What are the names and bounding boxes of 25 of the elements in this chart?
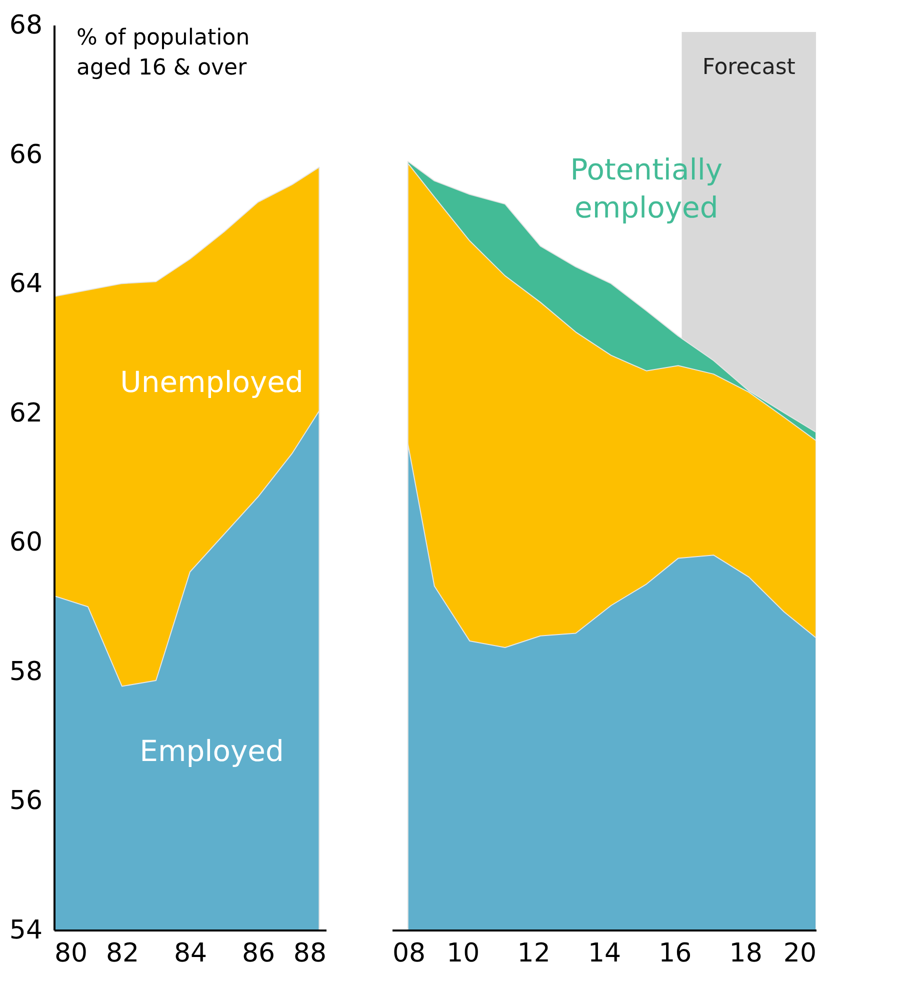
x-tick-label: 08 <box>392 938 426 968</box>
x-tick-label: 16 <box>658 938 692 968</box>
x-tick-label: 80 <box>54 938 88 968</box>
x-tick-label: 14 <box>588 938 622 968</box>
y-tick-label: 54 <box>9 916 42 946</box>
series-label: Employed <box>140 734 284 768</box>
x-tick-label: 20 <box>783 938 816 968</box>
y-tick-label: 62 <box>9 398 42 428</box>
x-tick-label: 10 <box>446 938 480 968</box>
y-tick-label: 60 <box>9 528 42 558</box>
x-tick-label: 86 <box>242 938 276 968</box>
y-tick-label: 66 <box>9 140 42 170</box>
series-label: Potentially employed <box>570 152 723 225</box>
series-label: Unemployed <box>120 365 304 400</box>
y-tick-label: 56 <box>9 786 42 816</box>
x-tick-label: 82 <box>106 938 140 968</box>
y-tick-label: 68 <box>9 10 42 40</box>
y-tick-label: 64 <box>9 269 42 300</box>
y-axis-title: % of population aged 16 & over <box>76 26 250 80</box>
x-tick-label: 88 <box>293 938 326 968</box>
x-tick-label: 18 <box>729 938 762 968</box>
x-tick-label: 12 <box>517 938 550 968</box>
band-label: Forecast <box>702 55 796 80</box>
y-tick-label: 58 <box>9 656 42 687</box>
x-tick-label: 84 <box>174 938 208 968</box>
